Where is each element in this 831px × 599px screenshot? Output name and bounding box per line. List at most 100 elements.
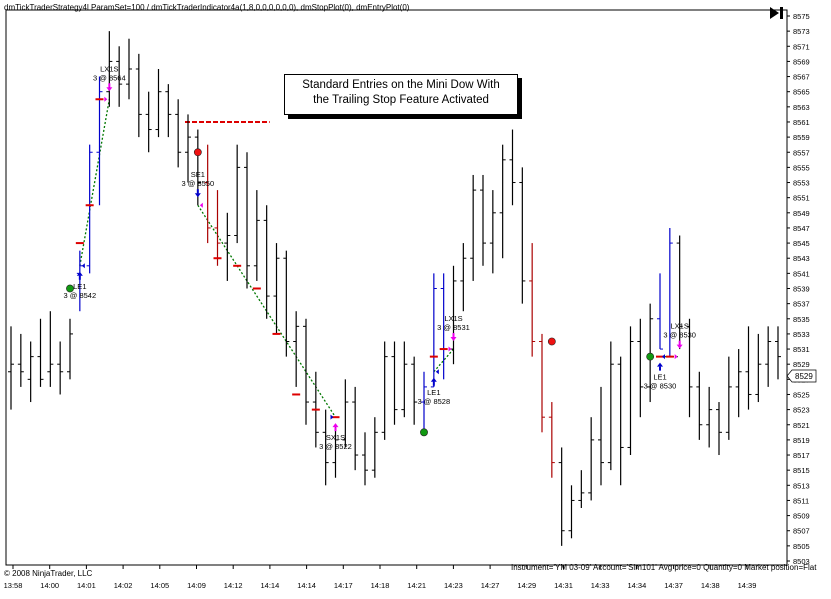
y-tick-label: 8519 (793, 436, 810, 445)
ohlc-bar (17, 333, 24, 387)
ohlc-bar (224, 212, 231, 281)
ohlc-bar (568, 485, 575, 539)
play-end-icon[interactable] (769, 6, 785, 20)
ohlc-bar (342, 379, 349, 448)
y-tick-label: 8529 (793, 360, 810, 369)
y-axis: 8503 8505 8507 8509 8511 8513 8515 8517 8519 8521… (787, 12, 810, 566)
ohlc-bar (381, 341, 388, 440)
x-tick-label: 14:29 (517, 581, 536, 590)
y-tick-label: 8533 (793, 330, 810, 339)
x-tick-label: 14:39 (738, 581, 757, 590)
ohlc-bar (430, 273, 437, 388)
ohlc-bar (765, 326, 772, 387)
x-tick-label: 14:34 (628, 581, 647, 590)
y-tick-label: 8555 (793, 163, 810, 172)
ohlc-bar (273, 243, 280, 334)
ohlc-bar (725, 356, 732, 440)
ohlc-bar (47, 311, 54, 387)
y-tick-label: 8569 (793, 57, 810, 66)
ohlc-bar (539, 333, 545, 433)
ohlc-bar (185, 114, 191, 183)
ohlc-bar (706, 386, 713, 448)
y-tick-label: 8517 (793, 451, 810, 460)
y-tick-label: 8541 (793, 269, 810, 278)
ohlc-bar (204, 144, 211, 244)
last-price-marker: 8529 (786, 369, 817, 383)
x-tick-label: 14:17 (334, 581, 353, 590)
ohlc-bar (716, 402, 722, 456)
ohlc-bar (8, 326, 14, 410)
ohlc-bar (509, 129, 516, 206)
ohlc-bar (745, 326, 752, 410)
trade-detail: 3 @ 8564 (93, 73, 126, 82)
y-tick-label: 8545 (793, 239, 810, 248)
y-tick-label: 8557 (793, 148, 810, 157)
x-tick-label: 14:00 (40, 581, 59, 590)
ohlc-bar (322, 409, 329, 486)
fill-price-marker (330, 414, 334, 420)
chart-annotation-box: Standard Entries on the Mini Dow With th… (284, 74, 518, 115)
ohlc-bar (145, 91, 152, 153)
trade-detail: 3 @ 8531 (437, 323, 470, 332)
fill-price-marker (448, 346, 452, 352)
plot-border (5, 9, 788, 566)
y-tick-label: 8503 (793, 557, 810, 566)
arrow-shaft (78, 275, 81, 280)
trade-label: LX1S (100, 64, 118, 73)
long-signal-dot (66, 284, 74, 293)
y-tick-label: 8575 (793, 12, 810, 21)
last-price-box (786, 369, 817, 383)
y-tick-label: 8535 (793, 315, 810, 324)
trade-detail: 3 @ 8528 (418, 397, 451, 406)
arrow-shaft (452, 333, 455, 338)
arrow-shaft (108, 83, 111, 88)
indicator-header: dmTickTraderStrategy4l ParamSet=100 / dm… (4, 3, 410, 12)
y-tick-label: 8543 (793, 254, 810, 263)
trailing-stop-line (433, 348, 454, 373)
ohlc-bar (558, 447, 565, 546)
last-price-label: 8529 (795, 372, 813, 381)
trailing-stop-line (79, 99, 110, 266)
arrow-shaft (334, 427, 337, 432)
fill-price-marker (104, 96, 108, 102)
x-tick-label: 14:38 (701, 581, 720, 590)
y-tick-label: 8523 (793, 406, 810, 415)
ohlc-bar (617, 356, 624, 486)
ohlc-bar (27, 341, 34, 403)
ohlc-bar (106, 31, 113, 107)
ohlc-bar (588, 417, 595, 501)
y-tick-label: 8531 (793, 345, 810, 354)
x-tick-label: 13:58 (4, 581, 23, 590)
arrow-up-icon (657, 362, 663, 367)
trade-label: LX1S (670, 322, 688, 331)
trade-label: SX1S (326, 433, 345, 442)
ohlc-bar (421, 371, 427, 433)
arrow-down-icon (450, 337, 457, 342)
short-signal-dot (547, 337, 556, 346)
ohlc-bar (263, 205, 270, 319)
ohlc-bar (371, 417, 378, 478)
y-tick-label: 8537 (793, 300, 810, 309)
annotation-line-1: Standard Entries on the Mini Dow With (302, 79, 500, 91)
trade-label: LX1S (444, 314, 462, 323)
x-tick-label: 14:33 (591, 581, 610, 590)
ohlc-bar (676, 235, 683, 350)
ohlc-bar (96, 76, 103, 206)
arrow-down-icon (676, 344, 683, 349)
ohlc-bar (116, 46, 123, 107)
x-tick-label: 14:23 (444, 581, 463, 590)
ohlc-bar (362, 432, 368, 486)
ohlc-bar (607, 341, 614, 471)
trade-label: LE1 (73, 282, 86, 291)
y-tick-label: 8525 (793, 390, 810, 399)
trade-detail: 3 @ 8522 (319, 442, 352, 451)
x-tick-label: 14:02 (114, 581, 133, 590)
trade-detail: 3 @ 8542 (64, 291, 97, 300)
y-tick-label: 8515 (793, 466, 810, 475)
ohlc-bar (489, 190, 496, 274)
ohlc-bar (37, 318, 44, 387)
y-tick-label: 8571 (793, 42, 810, 51)
